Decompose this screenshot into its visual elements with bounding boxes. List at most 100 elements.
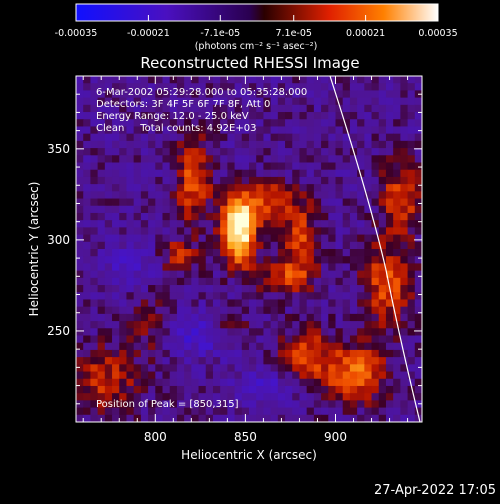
heatmap-cell	[76, 321, 84, 329]
heatmap-cell	[400, 414, 409, 422]
heatmap-cell	[155, 285, 164, 293]
heatmap-cell	[335, 176, 344, 185]
heatmap-cell	[364, 249, 373, 257]
heatmap-cell	[169, 285, 178, 293]
heatmap-cell	[378, 328, 387, 337]
heatmap-cell	[76, 97, 84, 106]
heatmap-cell	[198, 205, 207, 214]
heatmap-cell	[155, 90, 164, 99]
heatmap-cell	[119, 285, 128, 293]
heatmap-cell	[205, 169, 214, 178]
heatmap-cell	[357, 299, 365, 308]
heatmap-cell	[104, 112, 113, 120]
heatmap-cell	[90, 357, 99, 365]
heatmap-cell	[234, 184, 243, 192]
heatmap-cell	[385, 342, 394, 351]
heatmap-cell	[378, 162, 387, 171]
heatmap-cell	[133, 133, 142, 142]
heatmap-cell	[249, 148, 257, 156]
heatmap-cell	[285, 83, 293, 92]
heatmap-cell	[162, 212, 171, 221]
heatmap-cell	[371, 364, 380, 373]
heatmap-cell	[256, 285, 265, 293]
heatmap-cell	[357, 285, 365, 293]
heatmap-cell	[364, 176, 373, 185]
heatmap-cell	[364, 328, 373, 337]
heatmap-cell	[212, 169, 221, 178]
heatmap-cell	[292, 155, 301, 164]
heatmap-cell	[371, 335, 380, 344]
heatmap-cell	[277, 328, 286, 337]
heatmap-cell	[328, 385, 337, 394]
heatmap-cell	[104, 414, 113, 422]
heatmap-cell	[148, 270, 156, 279]
heatmap-cell	[285, 220, 293, 228]
heatmap-cell	[119, 104, 128, 113]
heatmap-cell	[191, 148, 200, 156]
heatmap-cell	[119, 83, 128, 92]
heatmap-cell	[292, 148, 301, 156]
heatmap-cell	[414, 328, 422, 337]
heatmap-cell	[414, 364, 422, 373]
heatmap-cell	[97, 184, 106, 192]
heatmap-cell	[256, 407, 265, 416]
heatmap-cell	[393, 198, 401, 207]
heatmap-cell	[349, 249, 358, 257]
heatmap-cell	[270, 256, 279, 265]
heatmap-cell	[378, 299, 387, 308]
heatmap-cell	[270, 205, 279, 214]
heatmap-cell	[277, 140, 286, 149]
heatmap-cell	[97, 321, 106, 329]
heatmap-cell	[400, 299, 409, 308]
heatmap-cell	[227, 357, 236, 365]
heatmap-cell	[241, 393, 250, 401]
heatmap-cell	[335, 155, 344, 164]
heatmap-cell	[184, 198, 192, 207]
heatmap-cell	[76, 328, 84, 337]
heatmap-cell	[76, 191, 84, 200]
heatmap-cell	[364, 292, 373, 301]
heatmap-cell	[220, 140, 228, 149]
heatmap-cell	[76, 104, 84, 113]
heatmap-cell	[407, 148, 416, 156]
heatmap-cell	[342, 234, 351, 243]
heatmap-cell	[371, 97, 380, 106]
heatmap-cell	[126, 393, 135, 401]
heatmap-cell	[191, 299, 200, 308]
heatmap-cell	[306, 414, 315, 422]
heatmap-cell	[140, 198, 149, 207]
heatmap-cell	[270, 104, 279, 113]
heatmap-cell	[400, 285, 409, 293]
heatmap-cell	[76, 385, 84, 394]
heatmap-cell	[133, 306, 142, 315]
heatmap-cell	[184, 313, 192, 322]
heatmap-cell	[169, 342, 178, 351]
heatmap-cell	[263, 176, 272, 185]
heatmap-cell	[198, 249, 207, 257]
heatmap-cell	[249, 313, 257, 322]
heatmap-cell	[321, 176, 329, 185]
heatmap-cell	[126, 249, 135, 257]
heatmap-cell	[162, 342, 171, 351]
heatmap-cell	[212, 148, 221, 156]
heatmap-cell	[414, 285, 422, 293]
heatmap-cell	[299, 104, 308, 113]
heatmap-cell	[414, 119, 422, 128]
heatmap-cell	[349, 133, 358, 142]
heatmap-cell	[385, 263, 394, 272]
heatmap-cell	[112, 393, 120, 401]
heatmap-cell	[393, 270, 401, 279]
heatmap-cell	[357, 155, 365, 164]
heatmap-cell	[256, 184, 265, 192]
heatmap-cell	[148, 385, 156, 394]
heatmap-cell	[76, 155, 84, 164]
heatmap-cell	[220, 385, 228, 394]
heatmap-cell	[414, 378, 422, 387]
heatmap-cell	[364, 234, 373, 243]
heatmap-cell	[169, 407, 178, 416]
heatmap-cell	[83, 256, 92, 265]
heatmap-cell	[76, 306, 84, 315]
heatmap-cell	[263, 76, 272, 84]
heatmap-cell	[306, 349, 315, 358]
heatmap-cell	[277, 335, 286, 344]
